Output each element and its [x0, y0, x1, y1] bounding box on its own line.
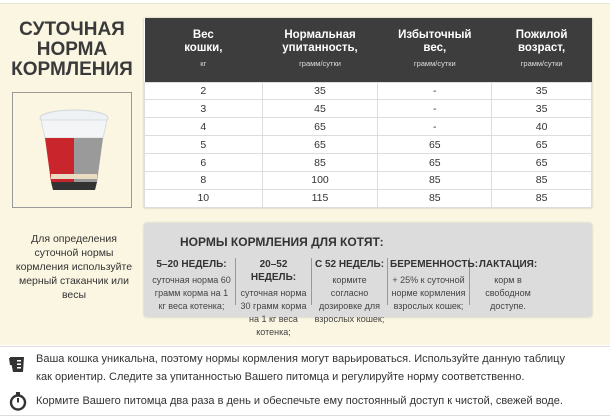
table-cell: 65	[261, 135, 379, 155]
table-row: 8 100 85 85	[144, 170, 592, 190]
table-cell: 5	[144, 135, 263, 155]
title-line: КОРМЛЕНИЯ	[11, 59, 133, 80]
table-cell: 35	[261, 81, 379, 101]
table-cell: 40	[491, 117, 592, 137]
table-row: 6 85 65 65	[144, 153, 592, 172]
table-row: 4 65-40	[144, 117, 592, 137]
table-cell: 85	[377, 170, 493, 190]
table-cell: 65	[491, 153, 592, 172]
table-cell: 65	[377, 153, 493, 172]
table-row: 2 35-35	[144, 81, 592, 101]
table-cell: 85	[377, 188, 493, 208]
table-cell: 35	[491, 81, 592, 101]
note-text: Кормите Вашего питомца два раза в день и…	[36, 395, 563, 407]
note-text: Ваша кошка уникальна, поэтому нормы корм…	[36, 353, 565, 383]
table-cell: 3	[144, 99, 263, 119]
title-line: СУТОЧНАЯ	[19, 19, 125, 40]
kitten-col: 5–20 НЕДЕЛЬ: суточная норма 60 грамм корм…	[148, 258, 236, 311]
table-cell: 65	[491, 135, 592, 155]
product-image-frame	[12, 92, 132, 208]
table-cell: 10	[144, 188, 263, 208]
table-cell: -	[377, 117, 493, 137]
header-weight: Вес кошки, кг	[144, 18, 263, 82]
table-cell: 65	[261, 117, 379, 137]
kitten-col: 20–52 НЕДЕЛЬ: суточная норма 30 грамм кор…	[236, 258, 312, 337]
header-senior: Пожилой возраст, грамм/сутки	[491, 18, 592, 82]
table-cell: 4	[144, 117, 263, 137]
table-row: 5 65 65 65	[144, 135, 592, 155]
table-row: 3 45-35	[144, 99, 592, 119]
page-title: СУТОЧНАЯ НОРМА КОРМЛЕНИЯ	[6, 20, 138, 80]
table-cell: 85	[491, 188, 592, 208]
stopwatch-icon	[9, 392, 27, 411]
table-cell: 65	[377, 135, 493, 155]
kitten-col: С 52 НЕДЕЛЬ: кормите согласно дозировке д…	[312, 258, 388, 324]
kitten-col: БЕРЕМЕННОСТЬ: + 25% к суточной норме корм…	[390, 258, 479, 311]
table-cell: 6	[144, 153, 263, 172]
table-cell: -	[377, 81, 493, 101]
title-line: НОРМА	[36, 39, 108, 60]
table-cell: 8	[144, 170, 263, 190]
divider	[0, 415, 610, 416]
table-cell: 100	[261, 170, 379, 190]
kitten-norms-box: НОРМЫ КОРМЛЕНИЯ ДЛЯ КОТЯТ: 5–20 НЕДЕЛЬ: с…	[144, 223, 592, 337]
table-cell: -	[377, 99, 493, 119]
table-cell: 85	[261, 153, 379, 172]
food-cup-image	[39, 109, 109, 190]
table-cell: 115	[261, 188, 379, 208]
kitten-col: ЛАКТАЦИЯ: корм в свободном доступе.	[478, 259, 538, 311]
header-normal: Нормальная упитанность, грамм/сутки	[262, 18, 378, 82]
table-cell: 85	[491, 170, 592, 190]
table-cell: 45	[261, 99, 379, 119]
measuring-cup-icon	[9, 357, 24, 372]
table-cell: 2	[144, 81, 263, 101]
divider	[0, 346, 610, 347]
kitten-norms-title: НОРМЫ КОРМЛЕНИЯ ДЛЯ КОТЯТ:	[180, 235, 384, 249]
feeding-table: Вес кошки, кг Нормальная упитанность, грамм/…	[144, 18, 592, 208]
table-row: 10 115 85 85	[144, 188, 592, 208]
header-overweight: Избыточный вес, грамм/сутки	[377, 18, 492, 82]
measuring-hint: Для определения суточной нормы кормления…	[15, 233, 133, 301]
table-cell: 35	[491, 99, 592, 119]
